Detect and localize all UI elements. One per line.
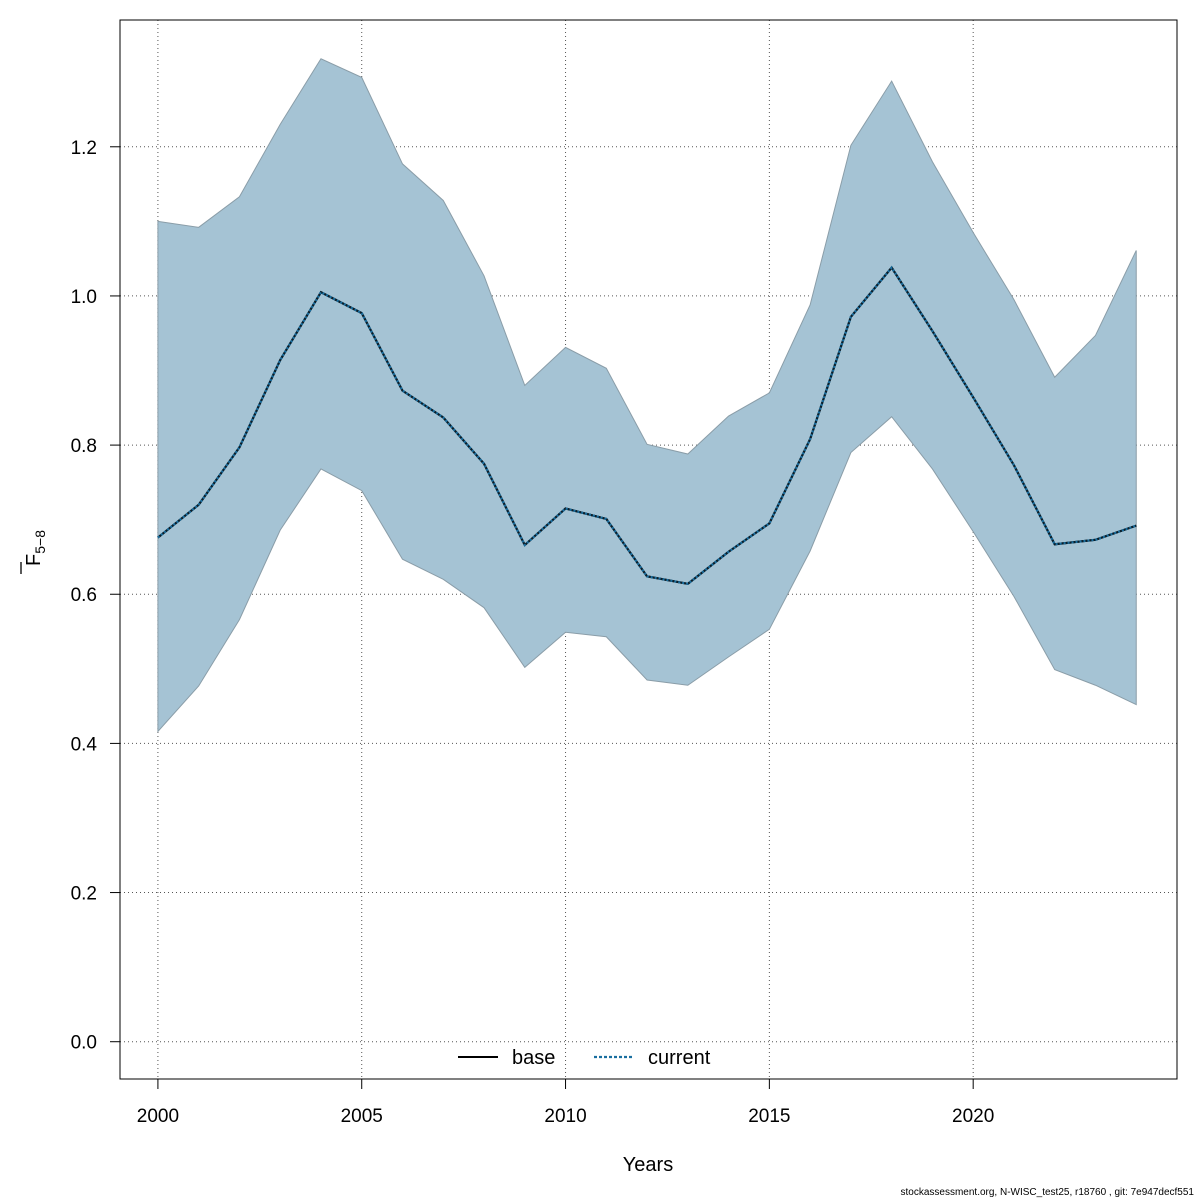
y-tick-label: 0.8 [71,436,97,457]
y-tick-label: 0.4 [71,734,98,755]
y-axis: 0.0 0.2 0.4 0.6 0.8 1.0 1.2 [71,138,121,1054]
x-axis: 2000 2005 2010 2015 2020 [137,1078,994,1127]
confidence-band [157,58,1137,733]
x-axis-label: Years [623,1154,673,1176]
y-tick-label: 1.2 [71,138,97,159]
series-line-current [157,265,1137,585]
y-tick-label: 1.0 [71,287,97,308]
x-tick-label: 2015 [748,1106,790,1127]
y-tick-label: 0.0 [71,1033,97,1054]
legend-label-base: base [512,1047,555,1069]
footer-credit: stockassessment.org, N-WISC_test25, r187… [900,1187,1195,1198]
legend: base current [458,1047,711,1069]
x-tick-label: 2000 [137,1106,179,1127]
x-tick-label: 2020 [952,1106,994,1127]
series-lines [157,265,1137,585]
y-axis-label-sub: 5−8 [32,530,48,554]
x-tick-label: 2010 [544,1106,586,1127]
legend-label-current: current [648,1047,711,1069]
y-axis-label: F5−8 [20,530,48,574]
y-tick-label: 0.2 [71,884,97,905]
y-axis-label-main: F [23,554,45,566]
x-tick-label: 2005 [341,1106,383,1127]
svg-text:F5−8: F5−8 [23,530,48,566]
y-tick-label: 0.6 [71,585,97,606]
